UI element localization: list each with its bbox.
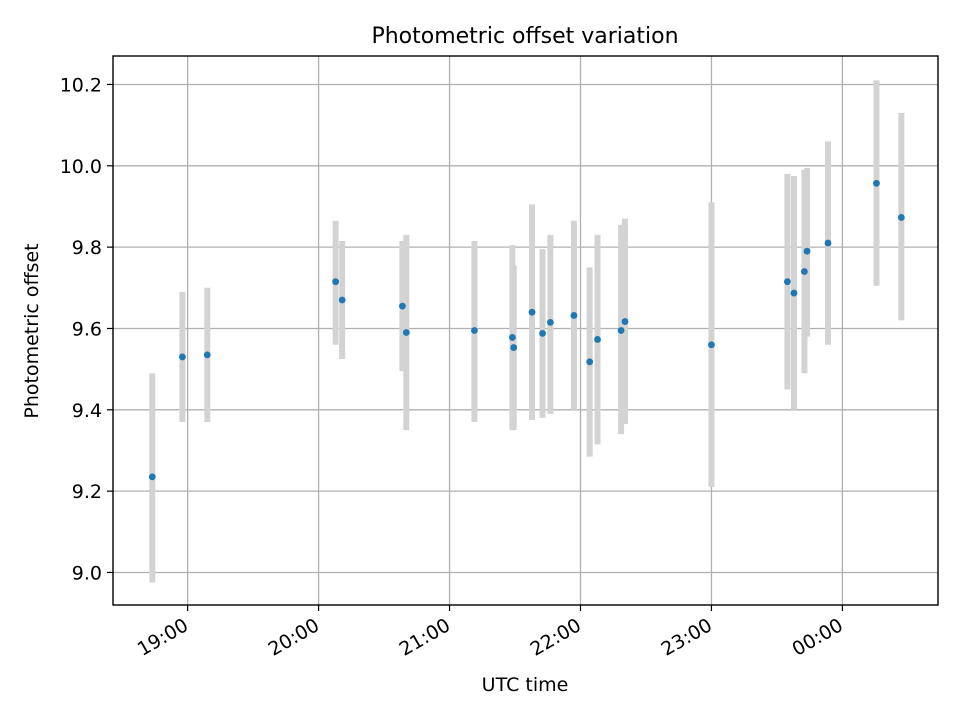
data-point <box>873 179 880 187</box>
y-tick-label: 10.0 <box>60 156 102 178</box>
x-axis-label: UTC time <box>482 674 569 696</box>
data-point <box>332 278 340 286</box>
data-point <box>179 353 186 361</box>
data-point <box>586 358 594 366</box>
x-tick-label: 20:00 <box>265 614 323 660</box>
data-point <box>801 268 808 275</box>
data-point <box>510 344 518 351</box>
data-point <box>148 473 156 481</box>
data-point <box>203 351 211 359</box>
y-axis-label: Photometric offset <box>21 243 43 418</box>
data-point <box>528 308 536 316</box>
data-point <box>338 296 346 304</box>
data-point <box>399 302 406 310</box>
x-tick-label: 00:00 <box>788 614 846 660</box>
x-axis-ticks: 19:00 20:00 21:00 22:00 23:00 00:00 <box>134 605 847 661</box>
y-tick-label: 9.4 <box>72 400 102 422</box>
y-tick-label: 9.2 <box>72 481 102 503</box>
y-tick-label: 10.2 <box>60 74 102 96</box>
y-tick-label: 9.0 <box>72 562 102 584</box>
data-point <box>539 329 546 337</box>
y-axis-ticks: 9.0 9.2 9.4 9.6 9.8 10.0 10.2 <box>60 74 113 584</box>
x-tick-label: 19:00 <box>134 614 192 660</box>
data-point <box>570 312 578 319</box>
data-point <box>897 214 905 221</box>
data-point <box>621 318 629 325</box>
data-point <box>803 247 811 255</box>
y-tick-label: 9.8 <box>72 237 102 259</box>
plot-frame <box>112 55 939 606</box>
data-point <box>471 327 478 334</box>
data-point <box>784 278 791 286</box>
error-bars <box>149 80 905 583</box>
x-tick-label: 22:00 <box>527 614 585 660</box>
data-point <box>402 329 410 336</box>
data-point <box>594 336 601 343</box>
data-point <box>790 289 798 297</box>
data-point <box>708 341 715 349</box>
data-point <box>824 239 832 247</box>
y-tick-label: 9.6 <box>72 318 102 340</box>
data-points <box>148 179 905 481</box>
gridlines <box>113 56 938 605</box>
x-tick-label: 23:00 <box>658 614 716 660</box>
data-point <box>546 318 554 326</box>
x-tick-label: 21:00 <box>396 614 454 660</box>
chart-title: Photometric offset variation <box>371 24 678 49</box>
data-point <box>617 327 625 334</box>
data-point <box>509 334 516 341</box>
